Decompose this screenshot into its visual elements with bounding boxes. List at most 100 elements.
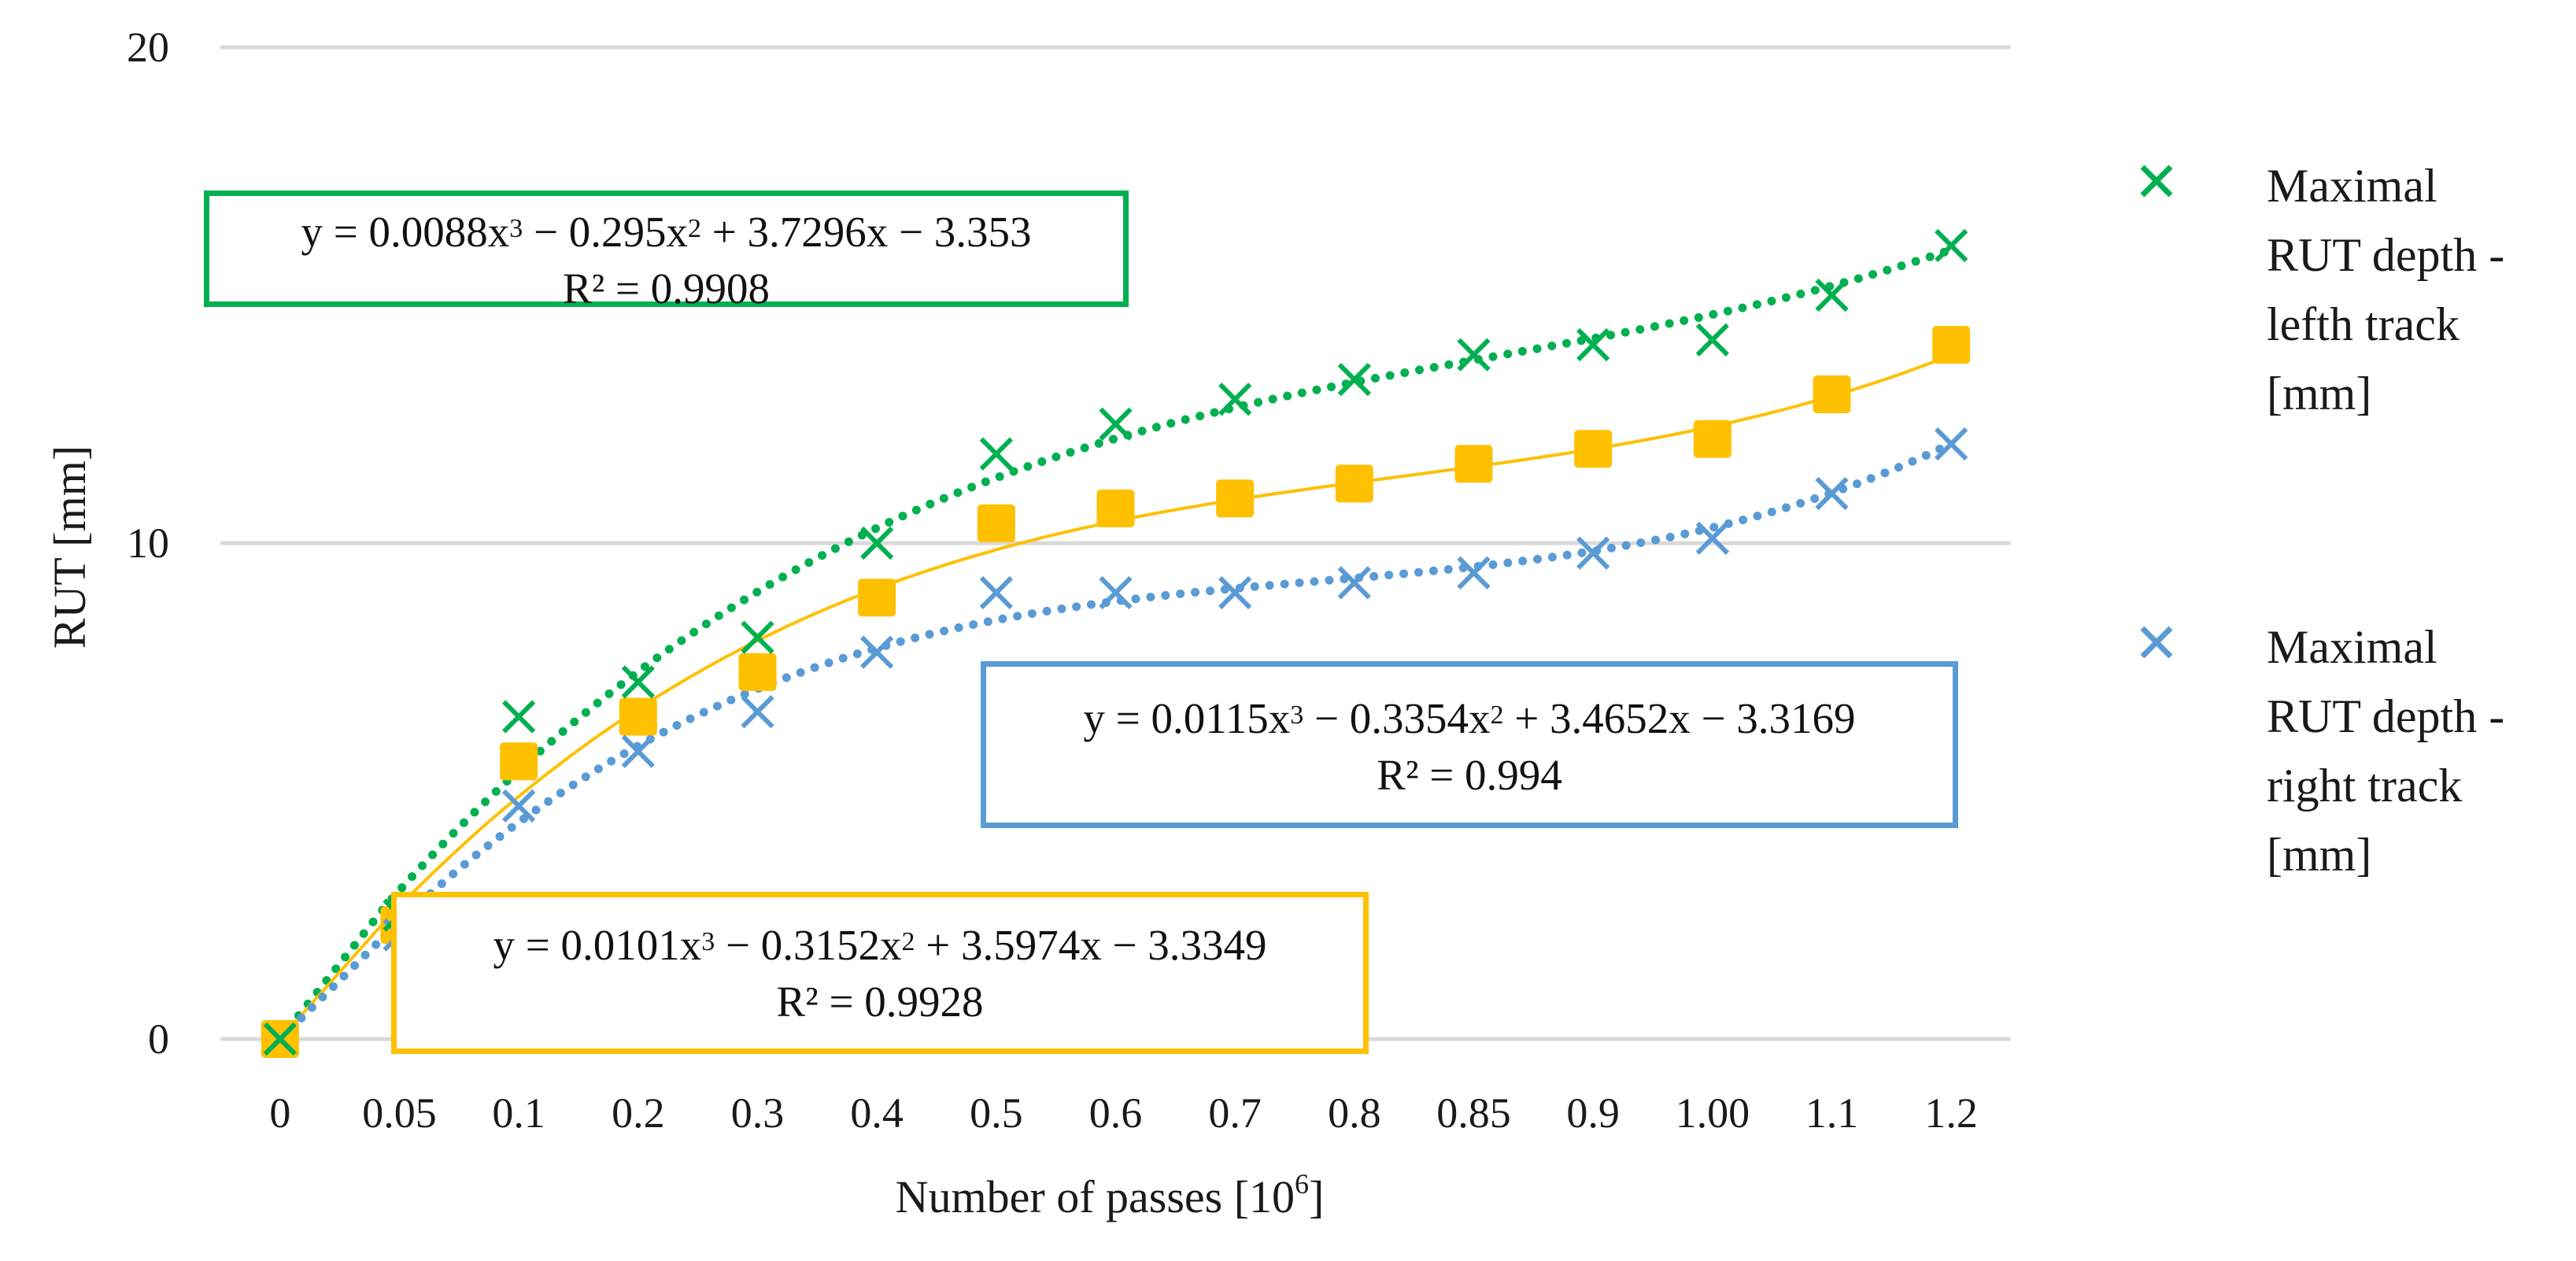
data-point-stroke bbox=[1457, 556, 1491, 590]
data-point-stroke bbox=[1218, 383, 1252, 416]
x-tick-label: 0.05 bbox=[362, 1089, 437, 1137]
trendline bbox=[275, 439, 1956, 1044]
legend-item-left-track: Maximal RUT depth - lefth track [mm] bbox=[2133, 151, 2576, 428]
x-tick-label: 0.85 bbox=[1436, 1089, 1511, 1137]
data-point bbox=[1815, 476, 1849, 511]
legend-item-right-track: Maximal RUT depth - right track [mm] bbox=[2133, 612, 2576, 889]
data-point-stroke bbox=[979, 437, 1013, 471]
y-tick-label: 0 bbox=[148, 1015, 169, 1063]
yellow-r2: R² = 0.9928 bbox=[776, 978, 984, 1026]
data-point-stroke bbox=[1099, 575, 1133, 610]
x-tick-label: 0.4 bbox=[850, 1089, 904, 1137]
data-point-stroke bbox=[1337, 362, 1371, 397]
x-tick-label: 0 bbox=[269, 1089, 290, 1137]
data-point-stroke bbox=[1457, 338, 1491, 372]
x-tick-label: 1.00 bbox=[1676, 1089, 1750, 1137]
legend-x-marker-icon bbox=[2140, 165, 2173, 198]
data-point bbox=[977, 504, 1015, 542]
x-axis-label: Number of passes [106] bbox=[896, 1168, 1325, 1222]
data-point-stroke bbox=[1576, 327, 1610, 362]
data-point bbox=[1695, 521, 1729, 555]
x-tick-label: 0.3 bbox=[731, 1089, 785, 1137]
x-tick-label: 0.7 bbox=[1208, 1089, 1262, 1137]
data-point-stroke bbox=[979, 575, 1013, 610]
data-point bbox=[1457, 338, 1491, 372]
data-point bbox=[1337, 362, 1371, 397]
data-point-stroke bbox=[621, 734, 655, 768]
data-point-stroke bbox=[741, 620, 774, 654]
data-point bbox=[741, 695, 774, 729]
y-tick-label: 20 bbox=[127, 24, 169, 71]
data-point bbox=[1693, 420, 1732, 458]
data-point bbox=[1218, 383, 1252, 416]
data-point-stroke bbox=[502, 789, 536, 823]
data-point bbox=[1815, 278, 1849, 312]
x-tick-label: 0.1 bbox=[492, 1089, 545, 1137]
data-point bbox=[1813, 375, 1851, 413]
data-point bbox=[1457, 556, 1491, 590]
data-point bbox=[860, 635, 894, 669]
x-tick-label: 0.5 bbox=[970, 1089, 1023, 1137]
data-point bbox=[1099, 575, 1133, 610]
x-tick-label: 0.6 bbox=[1089, 1089, 1143, 1137]
legend-x-marker-icon bbox=[2140, 626, 2173, 659]
x-tick-labels: 0 0.05 0.1 0.2 0.3 0.4 0.5 0.6 0.7 0.8 0.85 0.9 1.00… bbox=[269, 1089, 1978, 1137]
data-point bbox=[1099, 407, 1133, 441]
y-axis-label: RUT [mm] bbox=[44, 446, 95, 649]
legend-label-left-track: Maximal RUT depth - lefth track [mm] bbox=[2267, 160, 2505, 420]
data-point bbox=[1335, 464, 1373, 503]
yellow-trend-equation-box: y = 0.0101x3 − 0.3152x2 + 3.5974x − 3.33… bbox=[391, 892, 1369, 1054]
data-point bbox=[1695, 323, 1729, 357]
data-point bbox=[1574, 430, 1613, 468]
data-point bbox=[1935, 427, 1968, 461]
data-point bbox=[741, 620, 774, 654]
data-point-stroke bbox=[1337, 566, 1371, 600]
data-point-stroke bbox=[860, 526, 894, 560]
data-point bbox=[858, 579, 896, 617]
data-point-stroke bbox=[741, 695, 774, 729]
data-point-stroke bbox=[1815, 278, 1849, 312]
data-point bbox=[502, 700, 536, 734]
data-point bbox=[979, 575, 1013, 610]
data-point bbox=[621, 665, 655, 699]
data-point-stroke bbox=[502, 700, 536, 734]
data-point-stroke bbox=[1695, 521, 1729, 555]
green-trend-equation-box: y = 0.0088x3 − 0.295x2 + 3.7296x − 3.353… bbox=[204, 190, 1129, 312]
x-tick-label: 0.2 bbox=[612, 1089, 665, 1137]
data-point bbox=[1576, 536, 1610, 570]
data-point bbox=[1454, 445, 1493, 483]
blue-r2: R² = 0.994 bbox=[1377, 751, 1562, 799]
data-points bbox=[261, 228, 1971, 1058]
data-point bbox=[860, 526, 894, 560]
data-point bbox=[738, 653, 777, 691]
y-tick-labels: 0 10 20 bbox=[127, 24, 169, 1063]
data-point bbox=[1096, 489, 1135, 527]
data-point bbox=[979, 437, 1013, 471]
x-tick-label: 1.1 bbox=[1805, 1089, 1859, 1137]
data-point bbox=[1216, 479, 1255, 518]
data-point-stroke bbox=[621, 665, 655, 699]
data-point bbox=[1576, 327, 1610, 362]
x-tick-label: 1.2 bbox=[1924, 1089, 1978, 1137]
data-point bbox=[1218, 575, 1252, 610]
data-point bbox=[619, 697, 657, 736]
data-point bbox=[1935, 228, 1968, 263]
data-point bbox=[621, 734, 655, 768]
x-tick-label: 0.8 bbox=[1328, 1089, 1381, 1137]
data-point bbox=[263, 1022, 297, 1056]
data-point bbox=[1932, 326, 1971, 364]
x-tick-label: 0.9 bbox=[1566, 1089, 1620, 1137]
data-point-stroke bbox=[263, 1022, 297, 1056]
blue-equation: y = 0.0115x3 − 0.3354x2 + 3.4652x − 3.31… bbox=[1083, 694, 1856, 742]
blue-trend-equation-box: y = 0.0115x3 − 0.3354x2 + 3.4652x − 3.31… bbox=[981, 661, 1958, 828]
data-point bbox=[1337, 566, 1371, 600]
data-point-stroke bbox=[1935, 228, 1968, 263]
data-point bbox=[500, 742, 538, 781]
data-point-stroke bbox=[1815, 476, 1849, 511]
data-point-stroke bbox=[1935, 427, 1968, 461]
y-tick-label: 10 bbox=[127, 520, 169, 567]
data-point-stroke bbox=[1576, 536, 1610, 570]
green-equation: y = 0.0088x3 − 0.295x2 + 3.7296x − 3.353 bbox=[301, 208, 1032, 256]
data-point-stroke bbox=[1218, 575, 1252, 610]
